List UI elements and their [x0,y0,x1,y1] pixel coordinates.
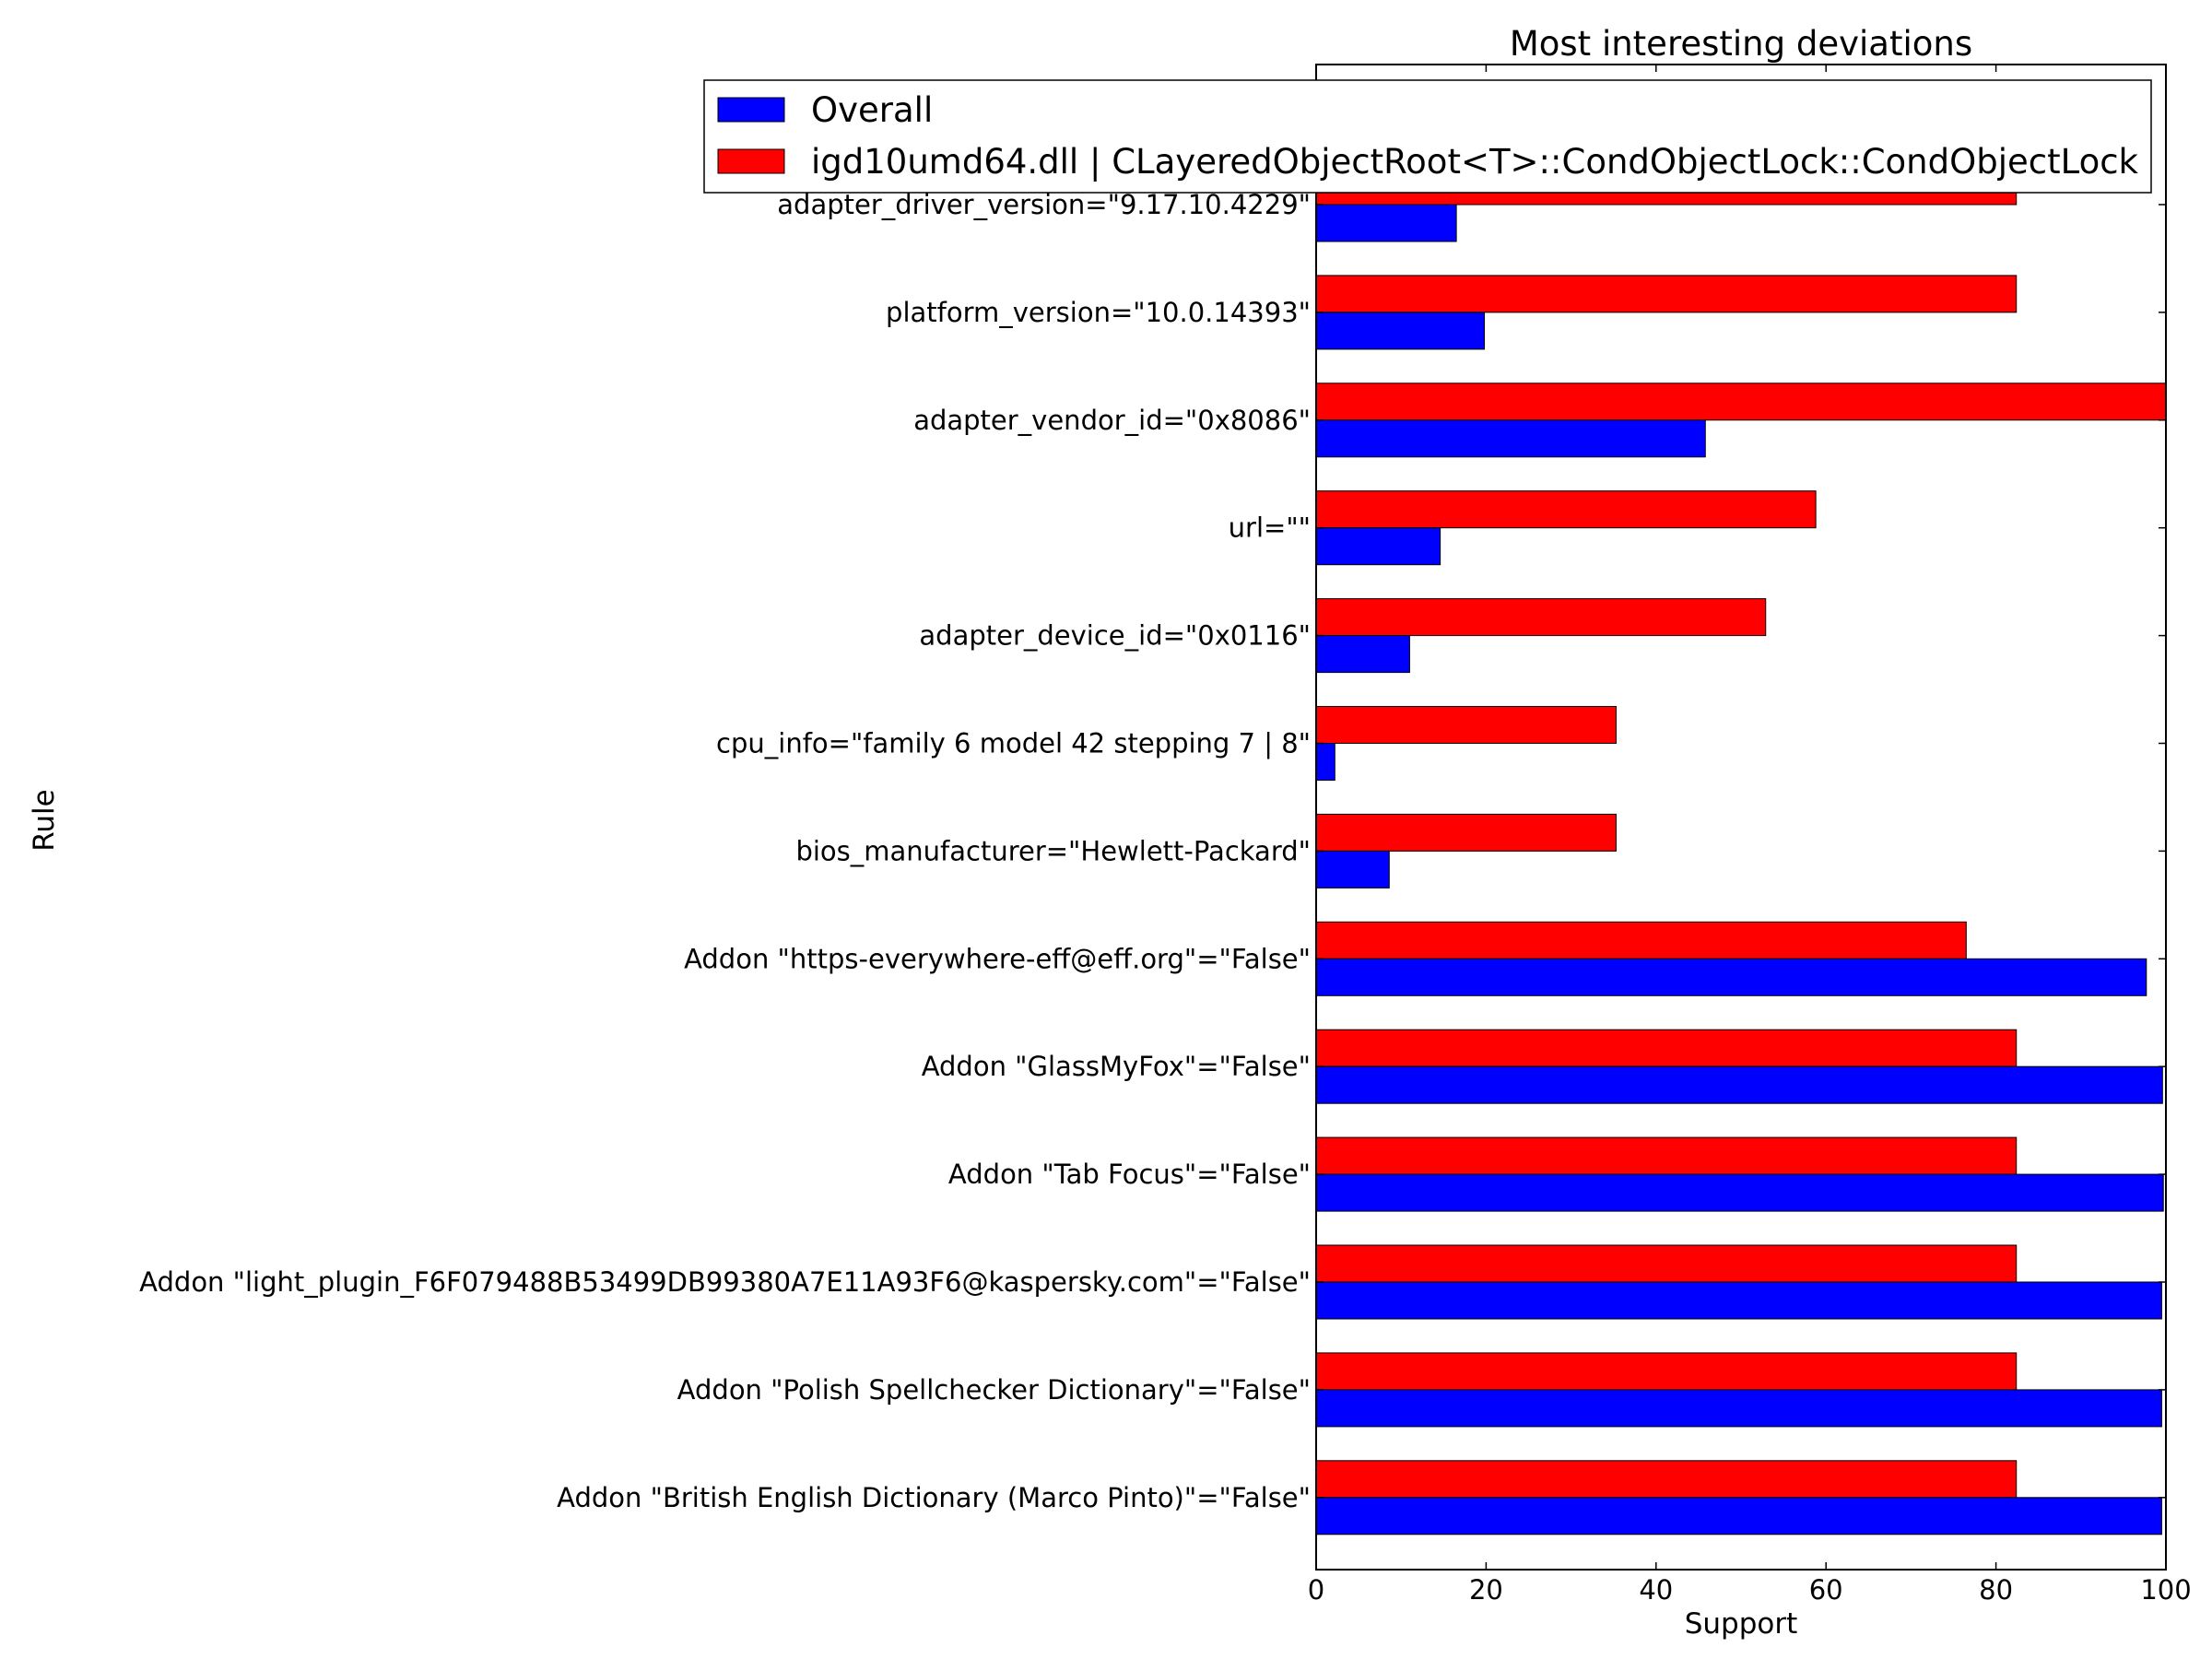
axis-ticks: 0 20 40 60 80 100 [1308,65,2192,1606]
category-label-1: platform_version="10.0.14393" [886,297,1311,328]
bar-blue-6 [1315,850,1390,888]
bar-red-7 [1315,921,1967,959]
x-tick-label-4: 80 [1979,1574,2013,1606]
bar-red-10 [1315,1244,2018,1283]
x-tick-label-3: 60 [1809,1574,1843,1606]
legend-label-1: igd10umd64.dll | CLayeredObjectRoot<T>::… [811,142,2139,182]
bar-blue-9 [1315,1173,2164,1212]
bar-blue-1 [1315,312,1486,350]
legend: Overall igd10umd64.dll | CLayeredObjectRo… [703,79,2152,194]
category-label-6: bios_manufacturer="Hewlett-Packard" [795,835,1311,866]
bar-red-1 [1315,275,2018,313]
bar-red-8 [1315,1029,2018,1067]
bar-red-3 [1315,490,1817,529]
bar-red-9 [1315,1136,2018,1175]
chart-title: Most interesting deviations [1510,24,1972,64]
category-label-2: adapter_vendor_id="0x8086" [913,405,1311,436]
bar-red-2 [1315,382,2167,421]
bar-red-4 [1315,598,1767,637]
bar-blue-8 [1315,1065,2163,1104]
x-tick-label-0: 0 [1308,1574,1324,1606]
bar-red-12 [1315,1460,2018,1499]
bar-blue-4 [1315,635,1410,674]
category-label-0: adapter_driver_version="9.17.10.4229" [777,189,1311,220]
category-label-11: Addon "Polish Spellchecker Dictionary"="… [677,1374,1311,1406]
legend-swatch-0 [717,97,785,123]
bar-blue-3 [1315,527,1441,566]
x-tick-label-5: 100 [2140,1574,2191,1606]
category-label-4: adapter_device_id="0x0116" [919,620,1311,652]
bars-group [1315,167,2167,1535]
bar-blue-7 [1315,958,2147,996]
x-tick-label-2: 40 [1639,1574,1673,1606]
bar-red-5 [1315,706,1617,744]
category-label-5: cpu_info="family 6 model 42 stepping 7 |… [716,728,1311,759]
x-axis-label: Support [1685,1607,1798,1641]
category-label-9: Addon "Tab Focus"="False" [948,1159,1311,1190]
bar-blue-5 [1315,743,1335,781]
category-labels: adapter_driver_version="9.17.10.4229"pla… [139,189,1311,1513]
plot-frame [1315,64,2167,1571]
category-label-7: Addon "https-everywhere-eff@eff.org"="Fa… [684,943,1311,974]
category-label-8: Addon "GlassMyFox"="False" [922,1051,1311,1082]
bar-red-6 [1315,813,1617,852]
legend-box [703,79,2152,194]
category-label-3: url="" [1229,512,1311,544]
bar-blue-10 [1315,1281,2162,1320]
bar-red-11 [1315,1352,2018,1391]
bar-blue-12 [1315,1497,2162,1535]
y-axis-label: Rule [28,789,61,851]
bar-blue-0 [1315,204,1457,242]
legend-label-0: Overall [811,90,933,130]
category-label-10: Addon "light_plugin_F6F079488B53499DB993… [139,1266,1311,1298]
legend-swatch-1 [717,148,785,174]
x-tick-label-1: 20 [1469,1574,1503,1606]
bar-blue-2 [1315,419,1706,458]
bar-blue-11 [1315,1389,2162,1428]
category-label-12: Addon "British English Dictionary (Marco… [557,1482,1311,1513]
